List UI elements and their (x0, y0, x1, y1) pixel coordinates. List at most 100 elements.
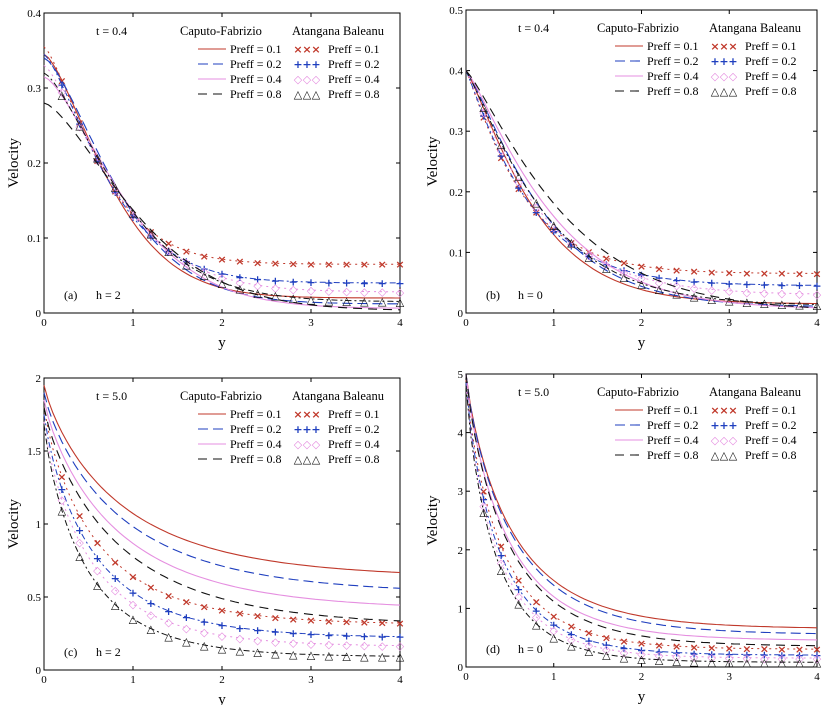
series-line-ab-p08 (465, 70, 818, 305)
series-line-cf-p08 (465, 373, 817, 647)
series-marker-ab-p01: × (760, 643, 769, 656)
series-marker-ab-p01: × (235, 255, 244, 268)
series-marker-ab-p02: + (146, 597, 155, 610)
series-marker-ab-p01: × (93, 154, 102, 167)
legend-marker-ab-p04: ◇ (720, 434, 729, 447)
series-line-cf-p01 (465, 70, 817, 305)
series-marker-ab-p08: △ (182, 635, 191, 648)
time-label: t = 5.0 (518, 385, 549, 399)
legend-label-ab-p08: Preff = 0.8 (745, 448, 797, 462)
series-marker-ab-p08: △ (585, 645, 594, 658)
series-marker-ab-p02: + (360, 630, 369, 643)
series-marker-ab-p08: △ (602, 648, 611, 661)
series-marker-ab-p08: △ (672, 287, 681, 300)
series-marker-ab-p08: △ (760, 297, 769, 310)
legend-marker-ab-p04: ◇ (294, 438, 303, 451)
series-marker-ab-p01: × (777, 643, 786, 656)
legend-label-ab-p08: Preff = 0.8 (328, 87, 380, 101)
legend-label-ab-p04: Preff = 0.4 (328, 437, 380, 451)
series-marker-ab-p04: ◇ (200, 626, 209, 639)
series-marker-ab-p01: × (324, 258, 333, 271)
series-marker-ab-p04: ◇ (378, 286, 387, 299)
x-tick-label: 0 (463, 317, 469, 329)
series-line-cf-p08 (465, 70, 818, 309)
series-marker-ab-p02: + (111, 572, 120, 585)
series-marker-ab-p08: △ (129, 613, 138, 626)
legend-marker-ab-p04: ◇ (312, 438, 321, 451)
y-tick-label: 0 (36, 308, 42, 320)
legend-marker-ab-p01: × (710, 404, 719, 417)
series-marker-ab-p01: × (777, 267, 786, 280)
series-line-ab-p01 (465, 70, 817, 274)
legend-marker-ab-p02: + (293, 423, 302, 436)
series-marker-ab-p01: × (289, 613, 298, 626)
series-marker-ab-p08: △ (307, 648, 316, 661)
legend-label-ab-p01: Preff = 0.1 (745, 403, 797, 417)
legend-header-cf: Caputo-Fabrizio (597, 385, 679, 399)
legend-marker-ab-p08: △ (294, 88, 303, 101)
series-marker-ab-p04: ◇ (690, 281, 699, 294)
series-marker-ab-p08: △ (813, 656, 822, 669)
series-marker-ab-p01: × (602, 631, 611, 644)
series-marker-ab-p01: × (93, 536, 102, 549)
legend-marker-ab-p02: + (719, 55, 728, 68)
series-marker-ab-p01: × (479, 111, 488, 124)
y-tick-label: 0.3 (449, 126, 463, 138)
x-axis-label: y (638, 335, 646, 351)
series-marker-ab-p08: △ (236, 282, 245, 295)
series-marker-ab-p04: ◇ (655, 649, 664, 662)
series-marker-ab-p08: △ (378, 650, 387, 663)
series-marker-ab-p08: △ (325, 294, 334, 307)
series-marker-ab-p08: △ (289, 291, 298, 304)
series-marker-ab-p04: ◇ (396, 640, 405, 653)
series-marker-ab-p01: × (654, 262, 663, 275)
series-line-cf-p02 (43, 57, 401, 305)
series-marker-ab-p01: × (235, 607, 244, 620)
legend-marker-ab-p08: △ (720, 449, 729, 462)
series-marker-ab-p02: + (235, 271, 244, 284)
series-marker-ab-p01: × (164, 589, 173, 602)
series-marker-ab-p08: △ (75, 119, 84, 132)
series-line-cf-p04 (465, 373, 818, 641)
series-marker-ab-p02: + (619, 642, 628, 655)
legend-marker-ab-p02: + (728, 419, 737, 432)
panel-label: (c) (64, 645, 77, 659)
legend-label-cf-p01: Preff = 0.1 (230, 407, 282, 421)
panel-label: (d) (486, 642, 500, 656)
series-marker-ab-p08: △ (707, 292, 716, 305)
series-marker-ab-p02: + (395, 631, 404, 644)
series-marker-ab-p04: ◇ (725, 285, 734, 298)
series-marker-ab-p02: + (637, 268, 646, 281)
series-line-cf-p02 (43, 392, 401, 589)
series-marker-ab-p01: × (479, 485, 488, 498)
series-marker-ab-p01: × (496, 540, 505, 553)
series-marker-ab-p02: + (289, 627, 298, 640)
series-marker-ab-p04: ◇ (307, 637, 316, 650)
x-tick-label: 4 (397, 674, 403, 686)
series-marker-ab-p02: + (496, 549, 505, 562)
series-marker-ab-p04: ◇ (75, 120, 84, 133)
series-marker-ab-p04: ◇ (550, 221, 559, 234)
legend-header-ab: Atangana Baleanu (709, 385, 802, 399)
series-marker-ab-p08: △ (75, 549, 84, 562)
y-tick-label: 0 (458, 662, 464, 674)
series-marker-ab-p02: + (479, 493, 488, 506)
series-marker-ab-p04: ◇ (743, 652, 752, 665)
legend-label-ab-p02: Preff = 0.2 (745, 418, 797, 432)
legend-label-cf-p04: Preff = 0.4 (230, 72, 282, 86)
series-marker-ab-p01: × (253, 256, 262, 269)
series-marker-ab-p02: + (306, 276, 315, 289)
series-marker-ab-p01: × (128, 570, 137, 583)
legend-header-ab: Atangana Baleanu (292, 389, 385, 403)
series-marker-ab-p01: × (111, 556, 120, 569)
series-marker-ab-p02: + (271, 275, 280, 288)
series-marker-ab-p01: × (217, 604, 226, 617)
series-marker-ab-p02: + (532, 604, 541, 617)
series-marker-ab-p04: ◇ (497, 144, 506, 157)
y-axis-label: Velocity (6, 499, 22, 549)
y-tick-label: 0.5 (449, 5, 463, 17)
series-marker-ab-p04: ◇ (479, 500, 488, 513)
series-marker-ab-p04: ◇ (602, 643, 611, 656)
series-marker-ab-p01: × (271, 611, 280, 624)
legend-marker-ab-p02: + (719, 419, 728, 432)
